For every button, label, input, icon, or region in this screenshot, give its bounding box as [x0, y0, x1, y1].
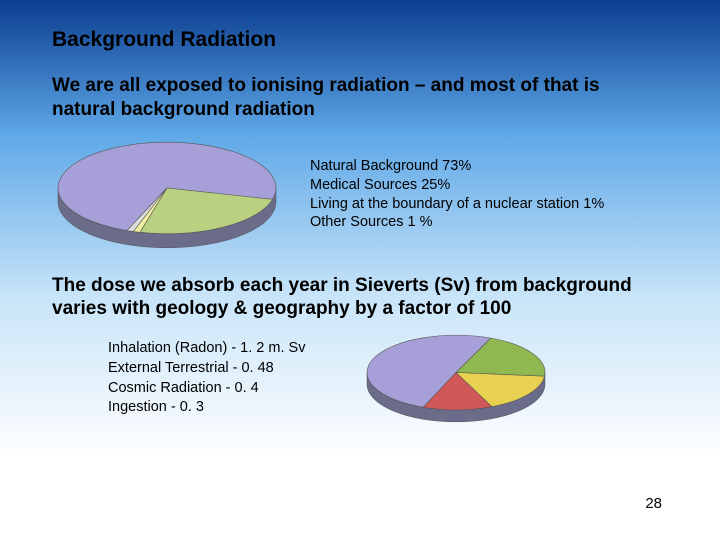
- legend-item: Ingestion - 0. 3: [108, 398, 353, 418]
- slide-subtitle: We are all exposed to ionising radiation…: [0, 52, 720, 122]
- pie-chart-1: [52, 140, 282, 250]
- row-pie1: Natural Background 73%Medical Sources 25…: [0, 140, 720, 250]
- legend-item: Inhalation (Radon) - 1. 2 m. Sv: [108, 339, 353, 359]
- legend-2: Inhalation (Radon) - 1. 2 m. SvExternal …: [108, 339, 353, 417]
- legend-item: Cosmic Radiation - 0. 4: [108, 379, 353, 399]
- row-pie2: Inhalation (Radon) - 1. 2 m. SvExternal …: [0, 331, 720, 426]
- pie-chart-2: [361, 331, 551, 426]
- legend-item: Medical Sources 25%: [310, 176, 604, 195]
- page-number: 28: [645, 495, 662, 512]
- legend-item: External Terrestrial - 0. 48: [108, 359, 353, 379]
- slide-title: Background Radiation: [0, 0, 720, 52]
- legend-item: Natural Background 73%: [310, 157, 604, 176]
- legend-item: Living at the boundary of a nuclear stat…: [310, 195, 604, 214]
- legend-1: Natural Background 73%Medical Sources 25…: [310, 157, 604, 232]
- legend-item: Other Sources 1 %: [310, 213, 604, 232]
- paragraph-2: The dose we absorb each year in Sieverts…: [0, 250, 720, 322]
